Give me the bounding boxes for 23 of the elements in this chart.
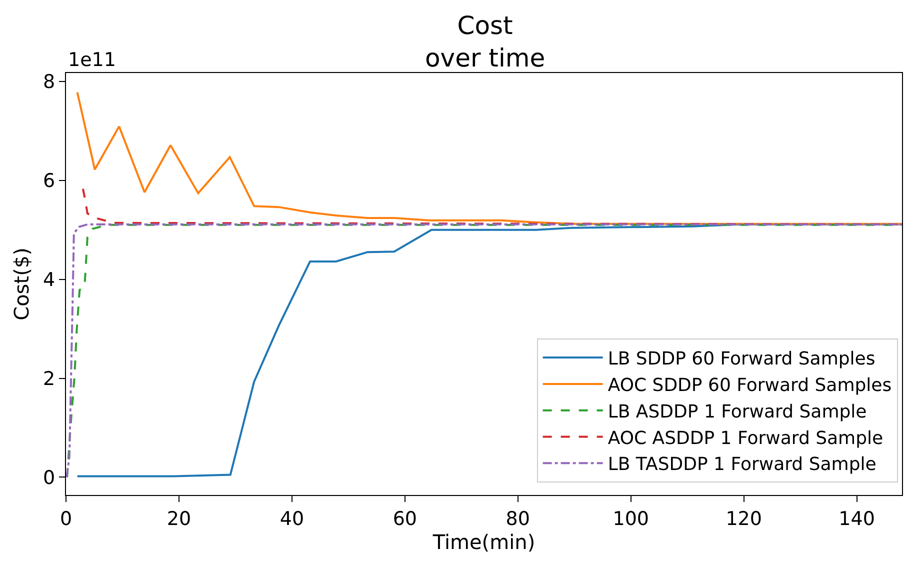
y-axis-title: Cost($) [10, 248, 34, 320]
chart-title: Cost over time [424, 10, 546, 72]
x-tick-label: 140 [838, 508, 875, 530]
line-series [76, 91, 902, 225]
y-tick-label: 6 [43, 170, 56, 192]
legend-label: LB TASDDP 1 Forward Sample [608, 454, 876, 476]
y-tick-label: 8 [43, 71, 56, 94]
x-tick-label: 80 [506, 508, 530, 530]
text: 1e11 [68, 49, 116, 71]
legend-label: LB SDDP 60 Forward Samples [608, 348, 876, 370]
x-axis-title: Time(min) [432, 530, 536, 554]
x-tick-label: 100 [612, 508, 649, 530]
x-tick-label: 60 [392, 508, 418, 530]
x-tick-label: 0 [60, 508, 72, 530]
y-tick-label: 2 [43, 368, 56, 390]
x-tick-label: 40 [280, 508, 304, 530]
y-tick-label: 4 [43, 268, 56, 291]
x-tick-label: 120 [726, 508, 762, 530]
x-tick-label: 20 [166, 508, 192, 530]
legend-label: AOC SDDP 60 Forward Samples [608, 374, 892, 396]
legend-label: AOC ASDDP 1 Forward Sample [608, 428, 884, 449]
legend-label: LB ASDDP 1 Forward Sample [608, 401, 867, 422]
y-tick-label: 0 [43, 466, 56, 489]
